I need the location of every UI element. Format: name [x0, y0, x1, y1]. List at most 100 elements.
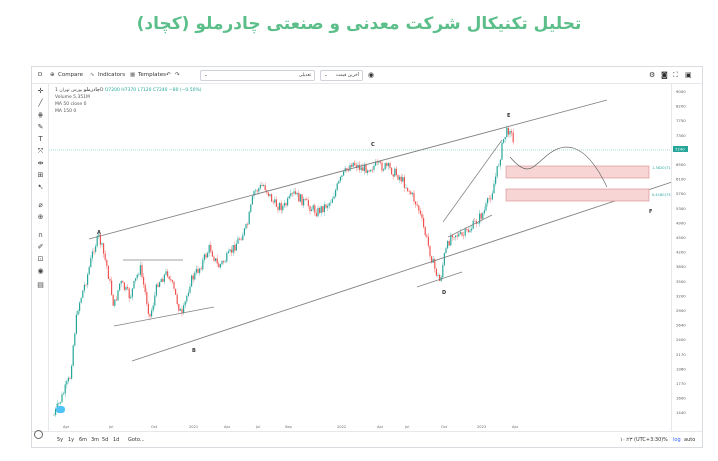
wave-label-e: E — [507, 113, 511, 119]
time-axis[interactable]: Apr Jul Oct 2021 Apr Jul Sep 2022 Apr Jul Oct 2023 A… — [49, 421, 671, 431]
price-tick-label: 4200 — [676, 250, 686, 255]
candle-body — [208, 245, 210, 253]
candle-body — [384, 163, 386, 170]
snapshot-icon[interactable]: ▣ — [685, 71, 692, 79]
candle-body — [402, 177, 404, 182]
candle-body — [248, 211, 250, 225]
candle-body — [88, 267, 90, 275]
range-1d[interactable]: 1d — [113, 437, 120, 443]
chart-legend: چادرملو بورس تهران 1D O7200 H7370 L7120 … — [55, 87, 201, 115]
candle-body — [91, 251, 93, 259]
price-axis[interactable]: 9000820077507300690065006100570053004900… — [671, 84, 702, 431]
indicators-button[interactable]: Indicators — [98, 72, 126, 78]
eye-icon[interactable]: ◉ — [368, 71, 375, 79]
goto-button[interactable]: Goto... — [128, 437, 145, 443]
price-type-dropdown[interactable]: آخرین قیمت ⌄ — [320, 70, 363, 81]
text-icon[interactable]: T — [38, 135, 43, 143]
stay-drawing-icon[interactable]: ✐ — [37, 243, 44, 251]
range-5y[interactable]: 5y — [57, 437, 64, 443]
gear-icon[interactable]: ⚙ — [649, 71, 656, 79]
candle-body — [122, 281, 124, 283]
percent-toggle[interactable]: % — [663, 437, 668, 443]
candle-body — [349, 165, 351, 171]
compare-button[interactable]: Compare — [58, 72, 83, 78]
visibility-icon[interactable]: ◉ — [37, 267, 44, 275]
candle-body — [67, 377, 69, 382]
candle-body — [471, 228, 473, 231]
ruler-icon[interactable]: ⌀ — [38, 201, 43, 209]
candle-body — [298, 192, 300, 202]
candle-body — [439, 274, 441, 281]
price-tick-label: 8200 — [676, 104, 686, 109]
candle-body — [141, 265, 143, 277]
candle-body — [162, 279, 164, 282]
zoom-in-icon[interactable]: ⊕ — [37, 213, 44, 221]
candle-body — [479, 213, 481, 224]
candle-body — [96, 235, 98, 247]
add-icon[interactable]: ⊕ — [50, 72, 55, 78]
templates-button[interactable]: Templates — [138, 72, 166, 78]
legend-indicator-volume[interactable]: Volume 5.351M — [55, 95, 90, 100]
chevron-down-icon: ⌄ — [204, 73, 208, 78]
camera-icon[interactable]: ◙ — [661, 71, 668, 79]
candle-body — [423, 217, 425, 228]
candle-body — [295, 191, 297, 195]
fullscreen-icon[interactable]: ⛶ — [673, 71, 678, 79]
time-tick-label: Apr — [377, 425, 384, 429]
candle-body — [216, 258, 218, 264]
candle-body — [371, 169, 373, 171]
settings-icon[interactable] — [34, 430, 43, 439]
magnet-icon[interactable]: ∩ — [37, 231, 44, 239]
candle-body — [272, 201, 274, 203]
trash-icon[interactable]: ▤ — [37, 281, 44, 289]
candle-body — [147, 303, 149, 314]
range-3m[interactable]: 3m — [91, 437, 100, 443]
candle-body — [98, 234, 100, 236]
legend-indicator-ma150[interactable]: MA 150 0 — [55, 109, 77, 114]
candle-body — [219, 264, 221, 268]
log-toggle[interactable]: log — [673, 437, 681, 443]
candle-body — [210, 245, 212, 252]
candle-body — [496, 166, 498, 177]
adjustment-dropdown[interactable]: تعدیلی ⌄ — [200, 70, 315, 81]
candle-body — [368, 170, 370, 172]
fib-icon[interactable]: ⋕ — [37, 111, 44, 119]
candle-body — [263, 185, 265, 187]
candle-body — [171, 280, 173, 282]
symbol-search-button[interactable]: D — [38, 72, 43, 78]
range-1y[interactable]: 1y — [68, 437, 75, 443]
range-5d[interactable]: 5d — [102, 437, 109, 443]
redo-icon[interactable]: ↷ — [175, 72, 180, 78]
candle-body — [291, 193, 293, 194]
candle-body — [379, 161, 381, 163]
legend-symbol[interactable]: چادرملو — [83, 87, 100, 93]
auto-toggle[interactable]: auto — [684, 437, 696, 443]
candle-body — [509, 131, 511, 135]
candle-body — [375, 162, 377, 166]
candle-body — [403, 177, 405, 188]
forecast-icon[interactable]: ⊞ — [37, 171, 44, 179]
undo-icon[interactable]: ↶ — [166, 72, 171, 78]
candle-body — [418, 205, 420, 211]
legend-indicator-ma50[interactable]: MA 50 close 0 — [55, 102, 87, 107]
range-6m[interactable]: 6m — [79, 437, 88, 443]
price-tick-label: 2170 — [676, 352, 686, 357]
candle-body — [335, 190, 337, 197]
candle-body — [226, 253, 228, 262]
lock-icon[interactable]: ⊡ — [37, 255, 44, 263]
measure-icon[interactable]: ⇹ — [37, 159, 44, 167]
candle-body — [115, 299, 117, 301]
candle-body — [218, 263, 220, 268]
candle-body — [322, 206, 324, 213]
pointer-icon[interactable]: ➷ — [37, 183, 44, 191]
candle-body — [328, 203, 330, 206]
candle-body — [127, 287, 129, 289]
crosshair-icon[interactable]: ✛ — [37, 87, 44, 95]
brush-icon[interactable]: ✎ — [37, 123, 44, 131]
trendline-icon[interactable]: ╱ — [38, 99, 43, 107]
price-chart[interactable]: A B C D E F 1.3820(71) 0.4180(73) — [32, 67, 702, 447]
candle-body — [507, 127, 509, 135]
pattern-icon[interactable]: ⤧ — [37, 147, 44, 155]
candle-body — [271, 194, 273, 202]
candle-body — [82, 290, 84, 298]
